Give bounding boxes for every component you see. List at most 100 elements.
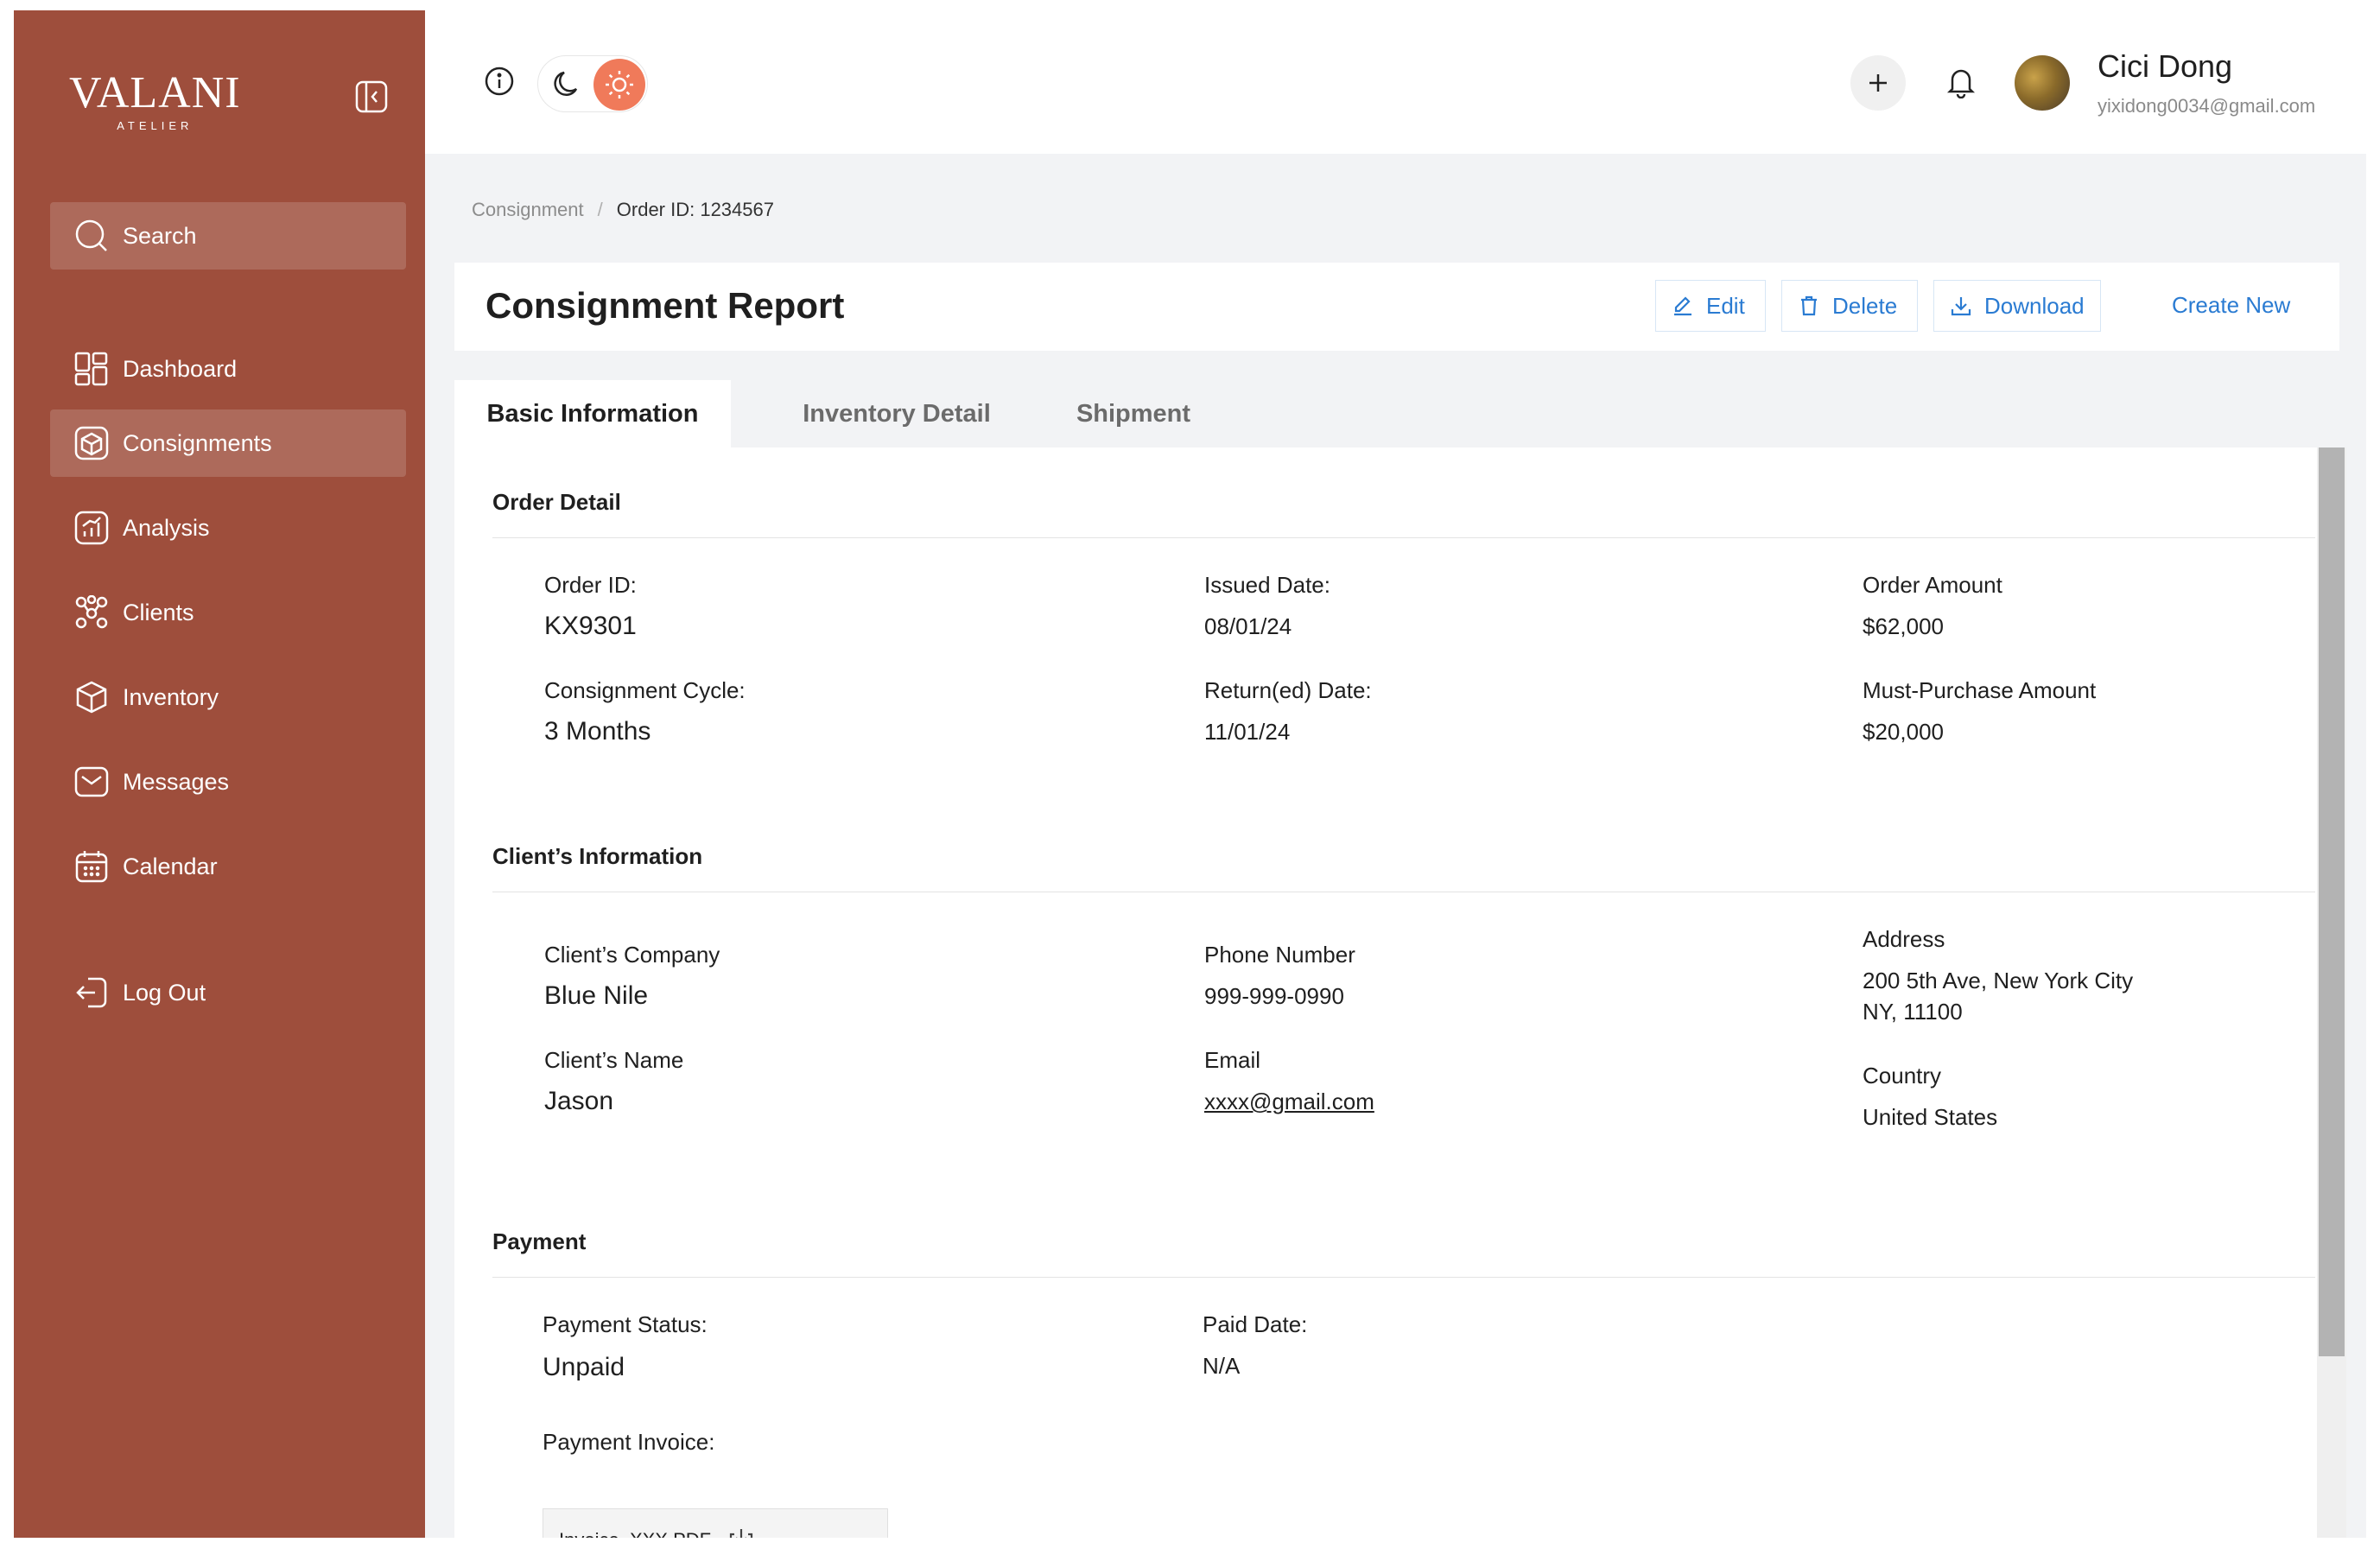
edit-label: Edit xyxy=(1706,292,1745,319)
sidebar-item-label: Consignments xyxy=(123,429,272,456)
sidebar-item-label: Inventory xyxy=(123,683,219,710)
email-link[interactable]: xxxx@gmail.com xyxy=(1204,1088,1374,1114)
address-label: Address xyxy=(1863,926,1945,952)
invoice-filename: Invoice_XXX.PDF xyxy=(559,1529,711,1538)
collapse-sidebar-icon[interactable] xyxy=(352,78,390,116)
logo-subtitle: ATELIER xyxy=(117,119,194,132)
page-title: Consignment Report xyxy=(486,285,845,326)
invoice-file[interactable]: Invoice_XXX.PDF xyxy=(543,1508,888,1538)
order-id-value: KX9301 xyxy=(544,612,637,640)
payment-status-value: Unpaid xyxy=(543,1353,625,1381)
return-date-value: 11/01/24 xyxy=(1204,719,1291,745)
main-content: Consignment / Order ID: 1234567 Consignmen… xyxy=(425,154,2366,1538)
create-new-link[interactable]: Create New xyxy=(2172,292,2291,318)
email-label: Email xyxy=(1204,1047,1261,1073)
panel-scrollbar[interactable] xyxy=(2317,447,2346,1538)
divider xyxy=(492,537,2315,538)
download-icon[interactable] xyxy=(727,1526,756,1538)
tab-basic-information[interactable]: Basic Information xyxy=(454,380,731,447)
download-icon xyxy=(1951,297,1971,316)
cube-icon xyxy=(76,681,107,714)
download-label: Download xyxy=(1984,292,2085,319)
payment-status-label: Payment Status: xyxy=(543,1311,708,1337)
sidebar: VALANI ATELIER Search Dashboard Consignm… xyxy=(14,10,425,1538)
client-name-value: Jason xyxy=(544,1087,614,1115)
sidebar-item-analysis[interactable]: Analysis xyxy=(50,494,406,562)
client-name-label: Client’s Name xyxy=(544,1047,684,1073)
theme-toggle[interactable] xyxy=(537,55,648,112)
delete-label: Delete xyxy=(1832,292,1898,319)
trash-icon xyxy=(1801,295,1817,316)
address-line-2: NY, 11100 xyxy=(1863,999,1963,1025)
basic-information-panel: Order Detail Order ID: KX9301 Issued Dat… xyxy=(454,447,2317,1538)
issued-date-label: Issued Date: xyxy=(1204,572,1330,598)
paid-date-label: Paid Date: xyxy=(1203,1311,1308,1337)
sidebar-item-calendar[interactable]: Calendar xyxy=(50,833,406,900)
calendar-icon xyxy=(75,851,108,883)
logo-wordmark: VALANI xyxy=(69,68,241,117)
logout-icon xyxy=(76,977,107,1008)
return-date-label: Return(ed) Date: xyxy=(1204,677,1372,703)
tab-shipment[interactable]: Shipment xyxy=(1076,399,1191,428)
bell-icon[interactable] xyxy=(1945,66,1977,103)
sidebar-item-label: Analysis xyxy=(123,514,210,541)
dashboard-icon xyxy=(74,352,108,386)
chart-icon xyxy=(74,511,109,545)
sidebar-item-clients[interactable]: Clients xyxy=(50,579,406,646)
paid-date-value: N/A xyxy=(1203,1353,1241,1379)
country-label: Country xyxy=(1863,1063,1942,1088)
logout-label: Log Out xyxy=(123,979,206,1006)
sidebar-item-label: Messages xyxy=(123,768,230,795)
moon-icon[interactable] xyxy=(550,67,585,105)
breadcrumb-parent[interactable]: Consignment xyxy=(472,199,584,220)
section-title-client-information: Client’s Information xyxy=(492,843,703,869)
search-label: Search xyxy=(123,222,197,249)
sun-icon[interactable] xyxy=(593,59,645,111)
consignment-cycle-label: Consignment Cycle: xyxy=(544,677,746,703)
sidebar-item-consignments[interactable]: Consignments xyxy=(50,409,406,477)
tab-inventory-detail[interactable]: Inventory Detail xyxy=(803,399,991,428)
must-purchase-value: $20,000 xyxy=(1863,719,1944,745)
avatar[interactable] xyxy=(2015,55,2070,111)
sidebar-item-messages[interactable]: Messages xyxy=(50,748,406,816)
scrollbar-thumb[interactable] xyxy=(2319,447,2345,1356)
order-id-label: Order ID: xyxy=(544,572,637,598)
pencil-icon xyxy=(1674,296,1691,316)
download-button[interactable]: Download xyxy=(1933,280,2101,332)
phone-number-label: Phone Number xyxy=(1204,942,1355,968)
user-email: yixidong0034@gmail.com xyxy=(2098,95,2316,117)
brand-logo[interactable]: VALANI ATELIER xyxy=(69,68,241,133)
sidebar-item-label: Calendar xyxy=(123,853,218,879)
address-line-1: 200 5th Ave, New York City xyxy=(1863,968,2134,993)
client-company-value: Blue Nile xyxy=(544,981,649,1010)
must-purchase-label: Must-Purchase Amount xyxy=(1863,677,2097,703)
payment-invoice-label: Payment Invoice: xyxy=(543,1429,715,1455)
add-button[interactable] xyxy=(1850,55,1906,111)
consignment-cycle-value: 3 Months xyxy=(544,717,651,746)
client-company-label: Client’s Company xyxy=(544,942,720,968)
country-value: United States xyxy=(1863,1104,1998,1130)
breadcrumb-current: Order ID: 1234567 xyxy=(616,199,774,220)
phone-number-value: 999-999-0990 xyxy=(1204,983,1344,1009)
section-title-payment: Payment xyxy=(492,1228,587,1254)
issued-date-value: 08/01/24 xyxy=(1204,613,1292,639)
section-title-order-detail: Order Detail xyxy=(492,489,621,515)
user-name: Cici Dong xyxy=(2098,48,2233,84)
search-icon xyxy=(75,219,107,251)
info-icon[interactable] xyxy=(484,66,515,101)
sidebar-item-inventory[interactable]: Inventory xyxy=(50,663,406,731)
sidebar-item-label: Clients xyxy=(123,599,194,625)
logout-button[interactable]: Log Out xyxy=(50,959,406,1026)
sidebar-search[interactable]: Search xyxy=(50,202,406,270)
box-icon xyxy=(74,426,109,460)
mail-icon xyxy=(74,766,109,797)
plus-icon xyxy=(1869,74,1887,92)
sidebar-item-dashboard[interactable]: Dashboard xyxy=(50,335,406,403)
breadcrumb-separator: / xyxy=(597,199,603,220)
delete-button[interactable]: Delete xyxy=(1781,280,1918,332)
clients-icon xyxy=(75,595,108,629)
order-amount-value: $62,000 xyxy=(1863,613,1944,639)
sidebar-item-label: Dashboard xyxy=(123,355,238,382)
top-bar: Cici Dong yixidong0034@gmail.com xyxy=(425,10,2366,154)
edit-button[interactable]: Edit xyxy=(1655,280,1766,332)
